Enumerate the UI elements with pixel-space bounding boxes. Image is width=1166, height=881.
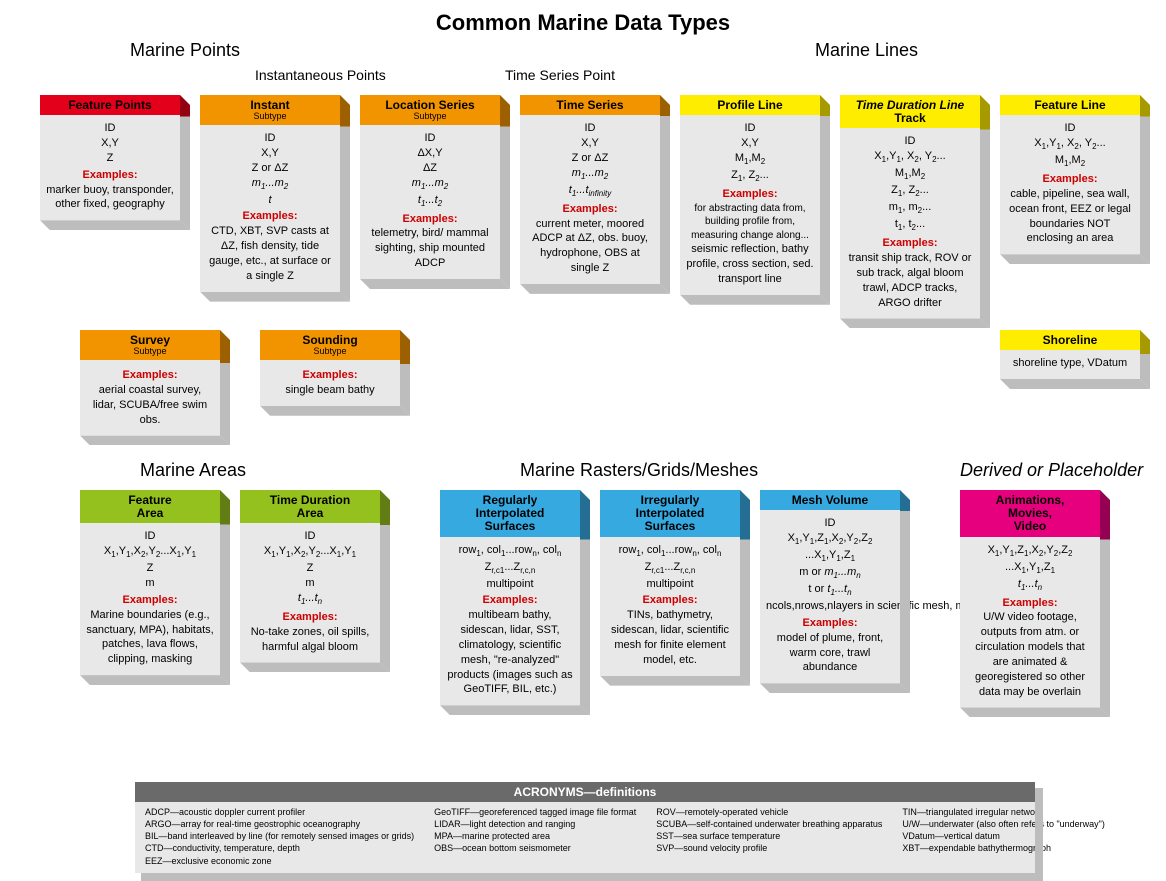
box-header: SurveySubtype bbox=[80, 330, 220, 360]
box-header: IrregularlyInterpolatedSurfaces bbox=[600, 490, 740, 537]
acronym-line: ARGO—array for real-time geostrophic oce… bbox=[145, 818, 414, 830]
box-mesh-volume: Mesh VolumeIDX1,Y1,Z1,X2,Y2,Z2...X1,Y1,Z… bbox=[760, 490, 900, 683]
acronym-line: U/W—underwater (also often refers to "un… bbox=[902, 818, 1104, 830]
box-body: IDX1,Y1,X2,Y2...X1,Y1ZmExamples:Marine b… bbox=[80, 523, 220, 675]
box-header: FeatureArea bbox=[80, 490, 220, 523]
box-body: row1, col1...rown, colnZr,c1...Zr,c,nmul… bbox=[600, 537, 740, 676]
box-body: Examples:aerial coastal survey, lidar, S… bbox=[80, 360, 220, 435]
box-body: row1, col1...rown, colnZr,c1...Zr,c,nmul… bbox=[440, 537, 580, 706]
box-time-duration-line: Time Duration LineTrackIDX1,Y1, X2, Y2..… bbox=[840, 95, 980, 318]
box-body: shoreline type, VDatum bbox=[1000, 350, 1140, 379]
box-location-series: Location SeriesSubtypeIDΔX,YΔZm1...m2t1.… bbox=[360, 95, 500, 279]
acronym-line: OBS—ocean bottom seismometer bbox=[434, 842, 636, 854]
box-time-series-box: Time SeriesIDX,YZ or ΔZm1...m2t1...tinfi… bbox=[520, 95, 660, 284]
acronym-line: XBT—expendable bathythermograph bbox=[902, 842, 1104, 854]
acronym-line: CTD—conductivity, temperature, depth bbox=[145, 842, 414, 854]
box-reg-surf: RegularlyInterpolatedSurfacesrow1, col1.… bbox=[440, 490, 580, 705]
box-feature-points: Feature PointsIDX,YZExamples:marker buoy… bbox=[40, 95, 180, 220]
box-header: InstantSubtype bbox=[200, 95, 340, 125]
acronym-column: ADCP—acoustic doppler current profilerAR… bbox=[145, 806, 414, 867]
acronym-column: ROV—remotely-operated vehicleSCUBA—self-… bbox=[656, 806, 882, 867]
box-header: RegularlyInterpolatedSurfaces bbox=[440, 490, 580, 537]
section-instantaneous: Instantaneous Points bbox=[255, 67, 386, 83]
acronym-body: ADCP—acoustic doppler current profilerAR… bbox=[135, 802, 1035, 873]
box-header: Profile Line bbox=[680, 95, 820, 115]
box-body: Examples:single beam bathy bbox=[260, 360, 400, 406]
acronym-line: MPA—marine protected area bbox=[434, 830, 636, 842]
acronym-line: BIL—band interleaved by line (for remote… bbox=[145, 830, 414, 842]
section-marine-areas: Marine Areas bbox=[140, 460, 246, 481]
box-sounding: SoundingSubtypeExamples:single beam bath… bbox=[260, 330, 400, 406]
box-body: IDX,YZ or ΔZm1...m2t1...tinfinityExample… bbox=[520, 115, 660, 284]
box-header: Location SeriesSubtype bbox=[360, 95, 500, 125]
main-title: Common Marine Data Types bbox=[0, 10, 1166, 36]
section-derived: Derived or Placeholder bbox=[960, 460, 1143, 481]
box-header: Mesh Volume bbox=[760, 490, 900, 510]
acronym-line: SVP—sound velocity profile bbox=[656, 842, 882, 854]
box-feature-line: Feature LineIDX1,Y1, X2, Y2...M1,M2Examp… bbox=[1000, 95, 1140, 254]
box-body: IDX1,Y1,X2,Y2...X1,Y1Zmt1...tnExamples:N… bbox=[240, 523, 380, 662]
acronym-line: TIN—triangulated irregular network bbox=[902, 806, 1104, 818]
acronym-line: LIDAR—light detection and ranging bbox=[434, 818, 636, 830]
box-survey: SurveySubtypeExamples:aerial coastal sur… bbox=[80, 330, 220, 435]
acronym-line: EEZ—exclusive economic zone bbox=[145, 855, 414, 867]
box-header: Shoreline bbox=[1000, 330, 1140, 350]
box-body: X1,Y1,Z1,X2,Y2,Z2...X1,Y1,Z1t1...tnExamp… bbox=[960, 537, 1100, 708]
section-marine-lines: Marine Lines bbox=[815, 40, 918, 61]
box-body: IDX1,Y1, X2, Y2...M1,M2Z1, Z2...m1, m2..… bbox=[840, 128, 980, 318]
box-header: Time Series bbox=[520, 95, 660, 115]
section-time-series: Time Series Point bbox=[505, 67, 615, 83]
box-irreg-surf: IrregularlyInterpolatedSurfacesrow1, col… bbox=[600, 490, 740, 676]
section-marine-points: Marine Points bbox=[130, 40, 240, 61]
acronym-line: ROV—remotely-operated vehicle bbox=[656, 806, 882, 818]
box-body: IDX1,Y1,Z1,X2,Y2,Z2...X1,Y1,Z1m or m1...… bbox=[760, 510, 900, 683]
box-header: Feature Points bbox=[40, 95, 180, 115]
acronym-header: ACRONYMS—definitions bbox=[135, 782, 1035, 802]
box-shoreline: Shorelineshoreline type, VDatum bbox=[1000, 330, 1140, 379]
box-header: Animations,Movies,Video bbox=[960, 490, 1100, 537]
box-feature-area: FeatureAreaIDX1,Y1,X2,Y2...X1,Y1ZmExampl… bbox=[80, 490, 220, 675]
section-rasters: Marine Rasters/Grids/Meshes bbox=[520, 460, 758, 481]
acronym-column: GeoTIFF—georeferenced tagged image file … bbox=[434, 806, 636, 867]
box-body: IDX,YM1,M2Z1, Z2...Examples:for abstract… bbox=[680, 115, 820, 295]
box-header: SoundingSubtype bbox=[260, 330, 400, 360]
box-body: IDX1,Y1, X2, Y2...M1,M2Examples:cable, p… bbox=[1000, 115, 1140, 254]
acronym-column: TIN—triangulated irregular networkU/W—un… bbox=[902, 806, 1104, 867]
acronym-line: GeoTIFF—georeferenced tagged image file … bbox=[434, 806, 636, 818]
acronym-line: VDatum—vertical datum bbox=[902, 830, 1104, 842]
box-body: IDΔX,YΔZm1...m2t1...t2Examples:telemetry… bbox=[360, 125, 500, 279]
acronym-line: SST—sea surface temperature bbox=[656, 830, 882, 842]
box-header: Time Duration LineTrack bbox=[840, 95, 980, 128]
box-header: Feature Line bbox=[1000, 95, 1140, 115]
box-animations: Animations,Movies,VideoX1,Y1,Z1,X2,Y2,Z2… bbox=[960, 490, 1100, 707]
box-body: IDX,YZExamples:marker buoy, transponder,… bbox=[40, 115, 180, 220]
box-header: Time DurationArea bbox=[240, 490, 380, 523]
box-instant: InstantSubtypeIDX,YZ or ΔZm1...m2tExampl… bbox=[200, 95, 340, 292]
acronym-panel: ACRONYMS—definitions ADCP—acoustic doppl… bbox=[135, 782, 1035, 873]
acronym-line: SCUBA—self-contained underwater breathin… bbox=[656, 818, 882, 830]
box-body: IDX,YZ or ΔZm1...m2tExamples:CTD, XBT, S… bbox=[200, 125, 340, 292]
acronym-line: ADCP—acoustic doppler current profiler bbox=[145, 806, 414, 818]
box-profile-line: Profile LineIDX,YM1,M2Z1, Z2...Examples:… bbox=[680, 95, 820, 295]
box-time-duration-area: Time DurationAreaIDX1,Y1,X2,Y2...X1,Y1Zm… bbox=[240, 490, 380, 662]
